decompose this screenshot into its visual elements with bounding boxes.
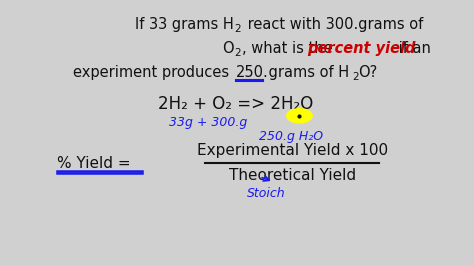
Text: Experimental Yield x 100: Experimental Yield x 100 [197, 143, 388, 159]
Circle shape [287, 109, 312, 123]
Text: Theoretical Yield: Theoretical Yield [229, 168, 356, 183]
Text: , what is the: , what is the [242, 41, 337, 56]
Text: O: O [222, 41, 234, 56]
Text: % Yield =: % Yield = [57, 156, 136, 171]
Text: experiment produces: experiment produces [73, 65, 234, 80]
Text: 250.g H₂O: 250.g H₂O [259, 130, 324, 143]
Text: 250.: 250. [236, 65, 269, 80]
Text: 2H₂ + O₂ => 2H₂O: 2H₂ + O₂ => 2H₂O [158, 95, 314, 113]
Text: react with 300.grams of: react with 300.grams of [243, 17, 423, 32]
Text: if an: if an [393, 41, 430, 56]
Text: 2: 2 [234, 48, 241, 58]
Text: percent yield: percent yield [308, 41, 416, 56]
Text: Stoich: Stoich [247, 187, 286, 200]
Text: 2: 2 [234, 24, 241, 34]
Text: 33g + 300.g: 33g + 300.g [169, 116, 247, 129]
Text: 2: 2 [353, 72, 359, 82]
Text: grams of H: grams of H [264, 65, 349, 80]
Text: O?: O? [358, 65, 378, 80]
Text: If 33 grams H: If 33 grams H [135, 17, 234, 32]
